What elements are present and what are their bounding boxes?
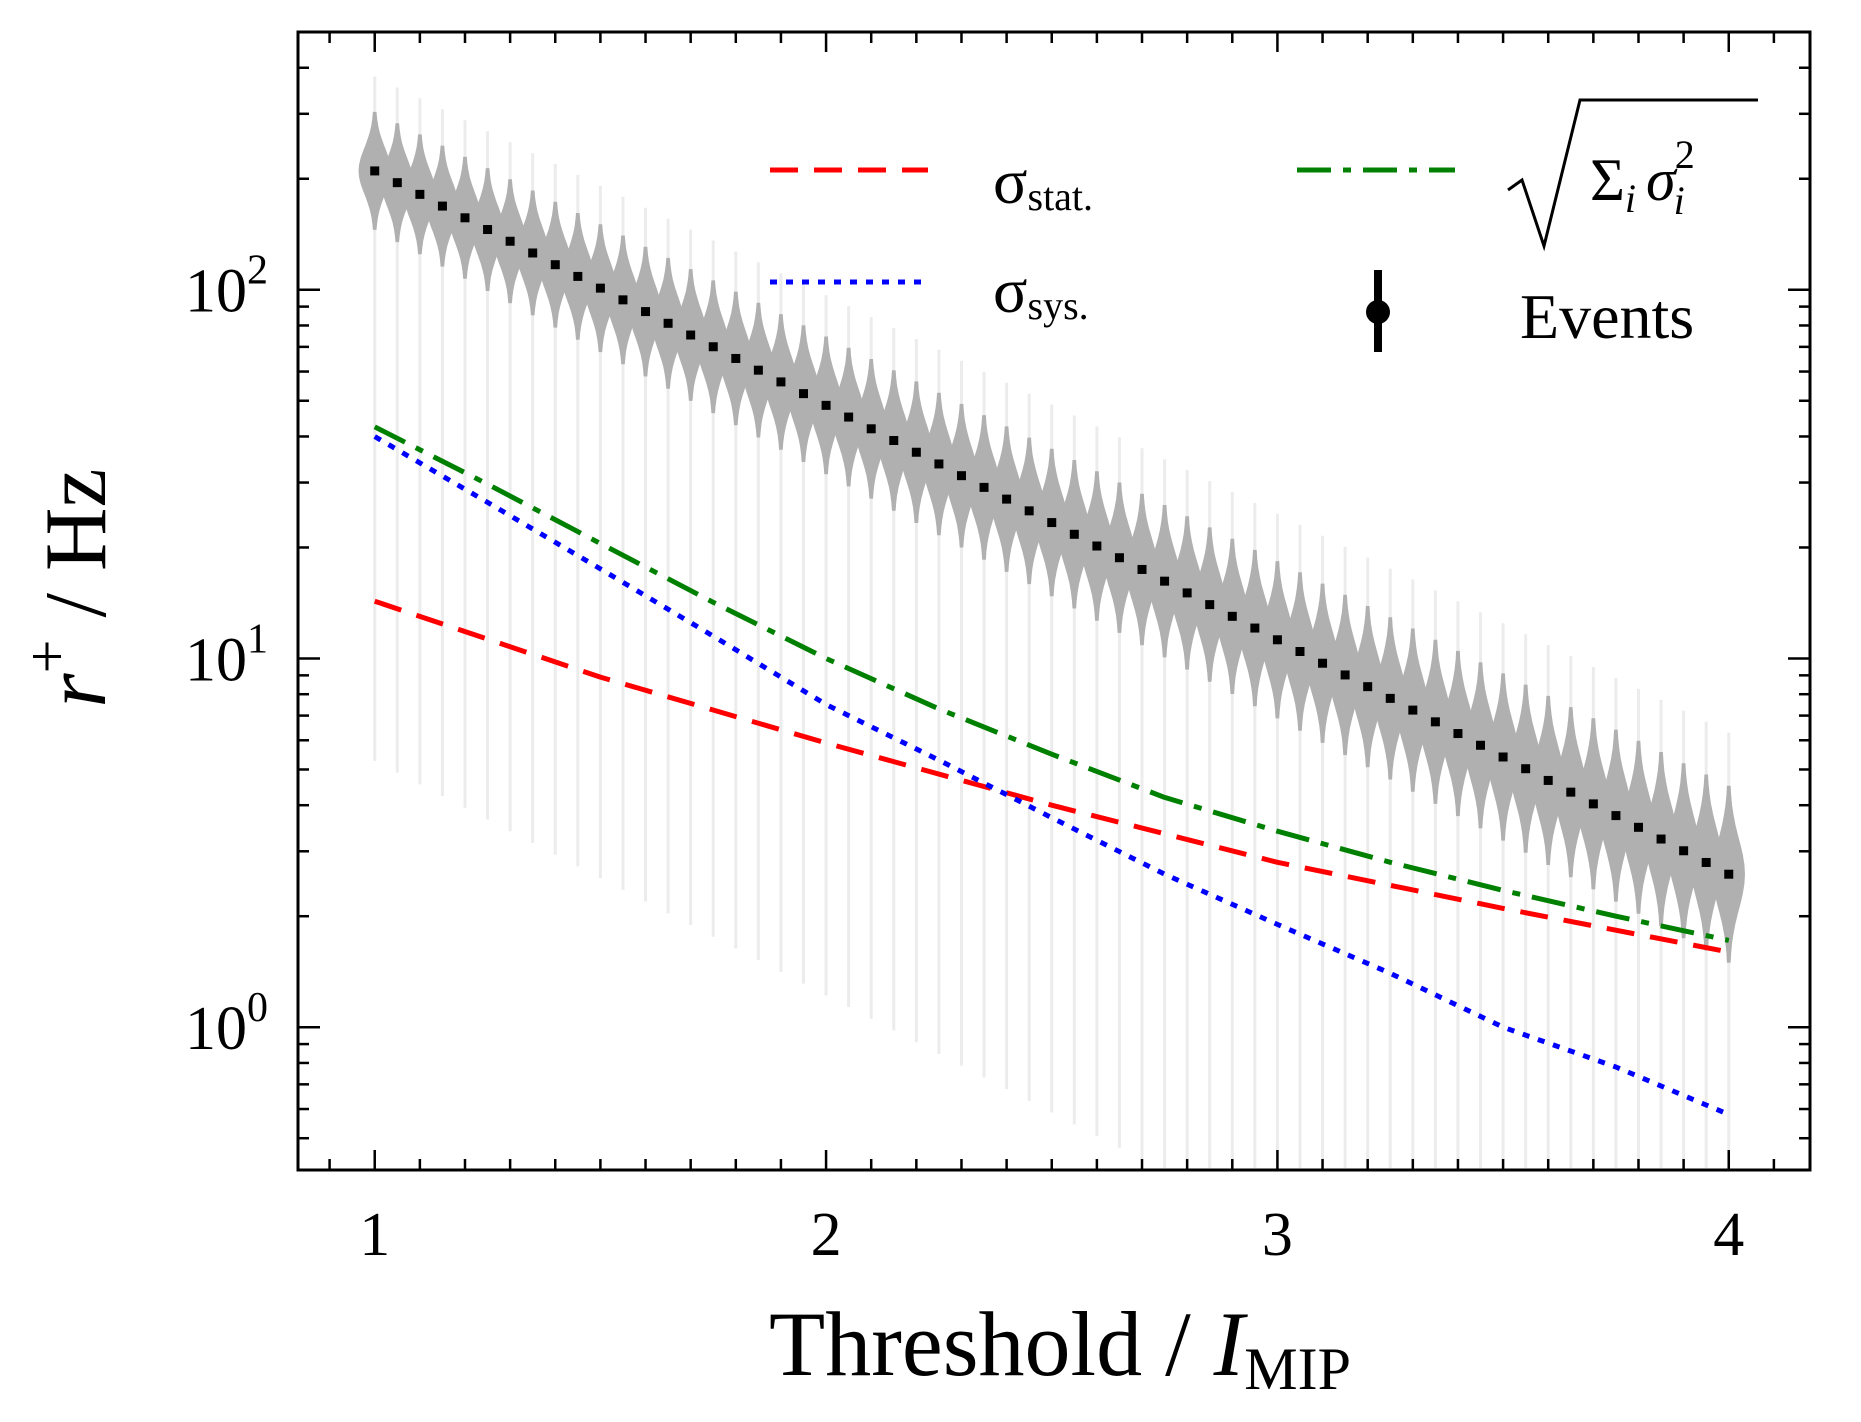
event-point [1047, 518, 1057, 528]
event-point [1295, 646, 1305, 656]
event-point [1566, 787, 1576, 797]
y-tick-label: 101 [185, 616, 268, 694]
event-point [686, 330, 696, 340]
x-tick-label: 1 [359, 1201, 390, 1269]
x-tick-label: 4 [1713, 1201, 1744, 1269]
event-point [483, 225, 493, 235]
event-point [460, 213, 470, 223]
event-point [979, 482, 989, 492]
event-point [799, 389, 809, 399]
event-point [866, 424, 876, 434]
axis-ticks: 1 2 3 4 100 101 102 [185, 30, 1810, 1269]
event-point [1476, 740, 1486, 750]
event-point [641, 307, 651, 317]
event-point [889, 436, 899, 446]
event-point [821, 400, 831, 410]
event-point [1227, 611, 1237, 621]
event-point [573, 271, 583, 281]
event-point [1137, 564, 1147, 574]
event-point [528, 248, 538, 258]
event-point [753, 365, 763, 375]
event-point [1002, 494, 1012, 504]
event-point [1588, 799, 1598, 809]
event-point [1543, 775, 1553, 785]
event-point [1656, 834, 1666, 844]
series-line-stat [373, 598, 1730, 955]
event-point [663, 318, 673, 328]
event-point [1318, 658, 1328, 668]
event-point [731, 353, 741, 363]
event-point [1633, 822, 1643, 832]
y-tick-label: 102 [185, 248, 268, 326]
event-point [1205, 600, 1215, 610]
legend-sys-label: σsys. [993, 255, 1089, 328]
x-axis-label: Threshold / IMIP [769, 1293, 1351, 1402]
event-point [844, 412, 854, 422]
event-point [956, 471, 966, 481]
event-point [911, 447, 921, 457]
event-point [1069, 529, 1079, 539]
event-point [1453, 729, 1463, 739]
legend: σstat. σsys. Σi σi2 Events [770, 98, 1758, 352]
event-point [505, 236, 515, 246]
event-point [1160, 576, 1170, 586]
event-point [1182, 588, 1192, 598]
series-line-sys [373, 434, 1730, 1117]
event-point [595, 283, 605, 293]
events-violin-distributions [358, 76, 1745, 1168]
x-tick-label: 2 [811, 1201, 842, 1269]
event-point [1272, 635, 1282, 645]
event-point [1363, 682, 1373, 692]
legend-events-marker [1366, 300, 1390, 324]
event-point [1430, 717, 1440, 727]
event-point [1114, 553, 1124, 563]
event-point [1521, 764, 1531, 774]
event-point [1250, 623, 1260, 633]
plot-frame [296, 30, 1812, 1172]
event-point [1701, 857, 1711, 867]
event-point [1024, 506, 1034, 516]
event-point [370, 166, 380, 176]
events-markers [370, 166, 1734, 879]
legend-stat-label: σstat. [993, 146, 1093, 219]
event-point [776, 377, 786, 387]
series-line-total [373, 424, 1730, 943]
series-lines [373, 424, 1730, 1117]
event-point [1385, 693, 1395, 703]
y-axis-label: r+ / Hz [14, 468, 125, 707]
legend-sqrt-sign [1507, 98, 1758, 252]
event-point [1679, 846, 1689, 856]
event-point [1092, 541, 1102, 551]
event-point [392, 178, 402, 188]
event-point [437, 201, 447, 211]
event-point [1611, 811, 1621, 821]
event-point [415, 189, 425, 199]
x-tick-label: 3 [1262, 1201, 1293, 1269]
event-point [708, 342, 718, 352]
event-point [618, 295, 628, 305]
legend-events-label: Events [1520, 281, 1694, 352]
event-point [1724, 869, 1734, 879]
legend-total-label: Σi σi2 [1590, 132, 1695, 223]
event-point [550, 260, 560, 270]
event-point [934, 459, 944, 469]
event-point [1408, 705, 1418, 715]
y-tick-label: 100 [185, 985, 268, 1063]
event-point [1340, 670, 1350, 680]
event-point [1498, 752, 1508, 762]
